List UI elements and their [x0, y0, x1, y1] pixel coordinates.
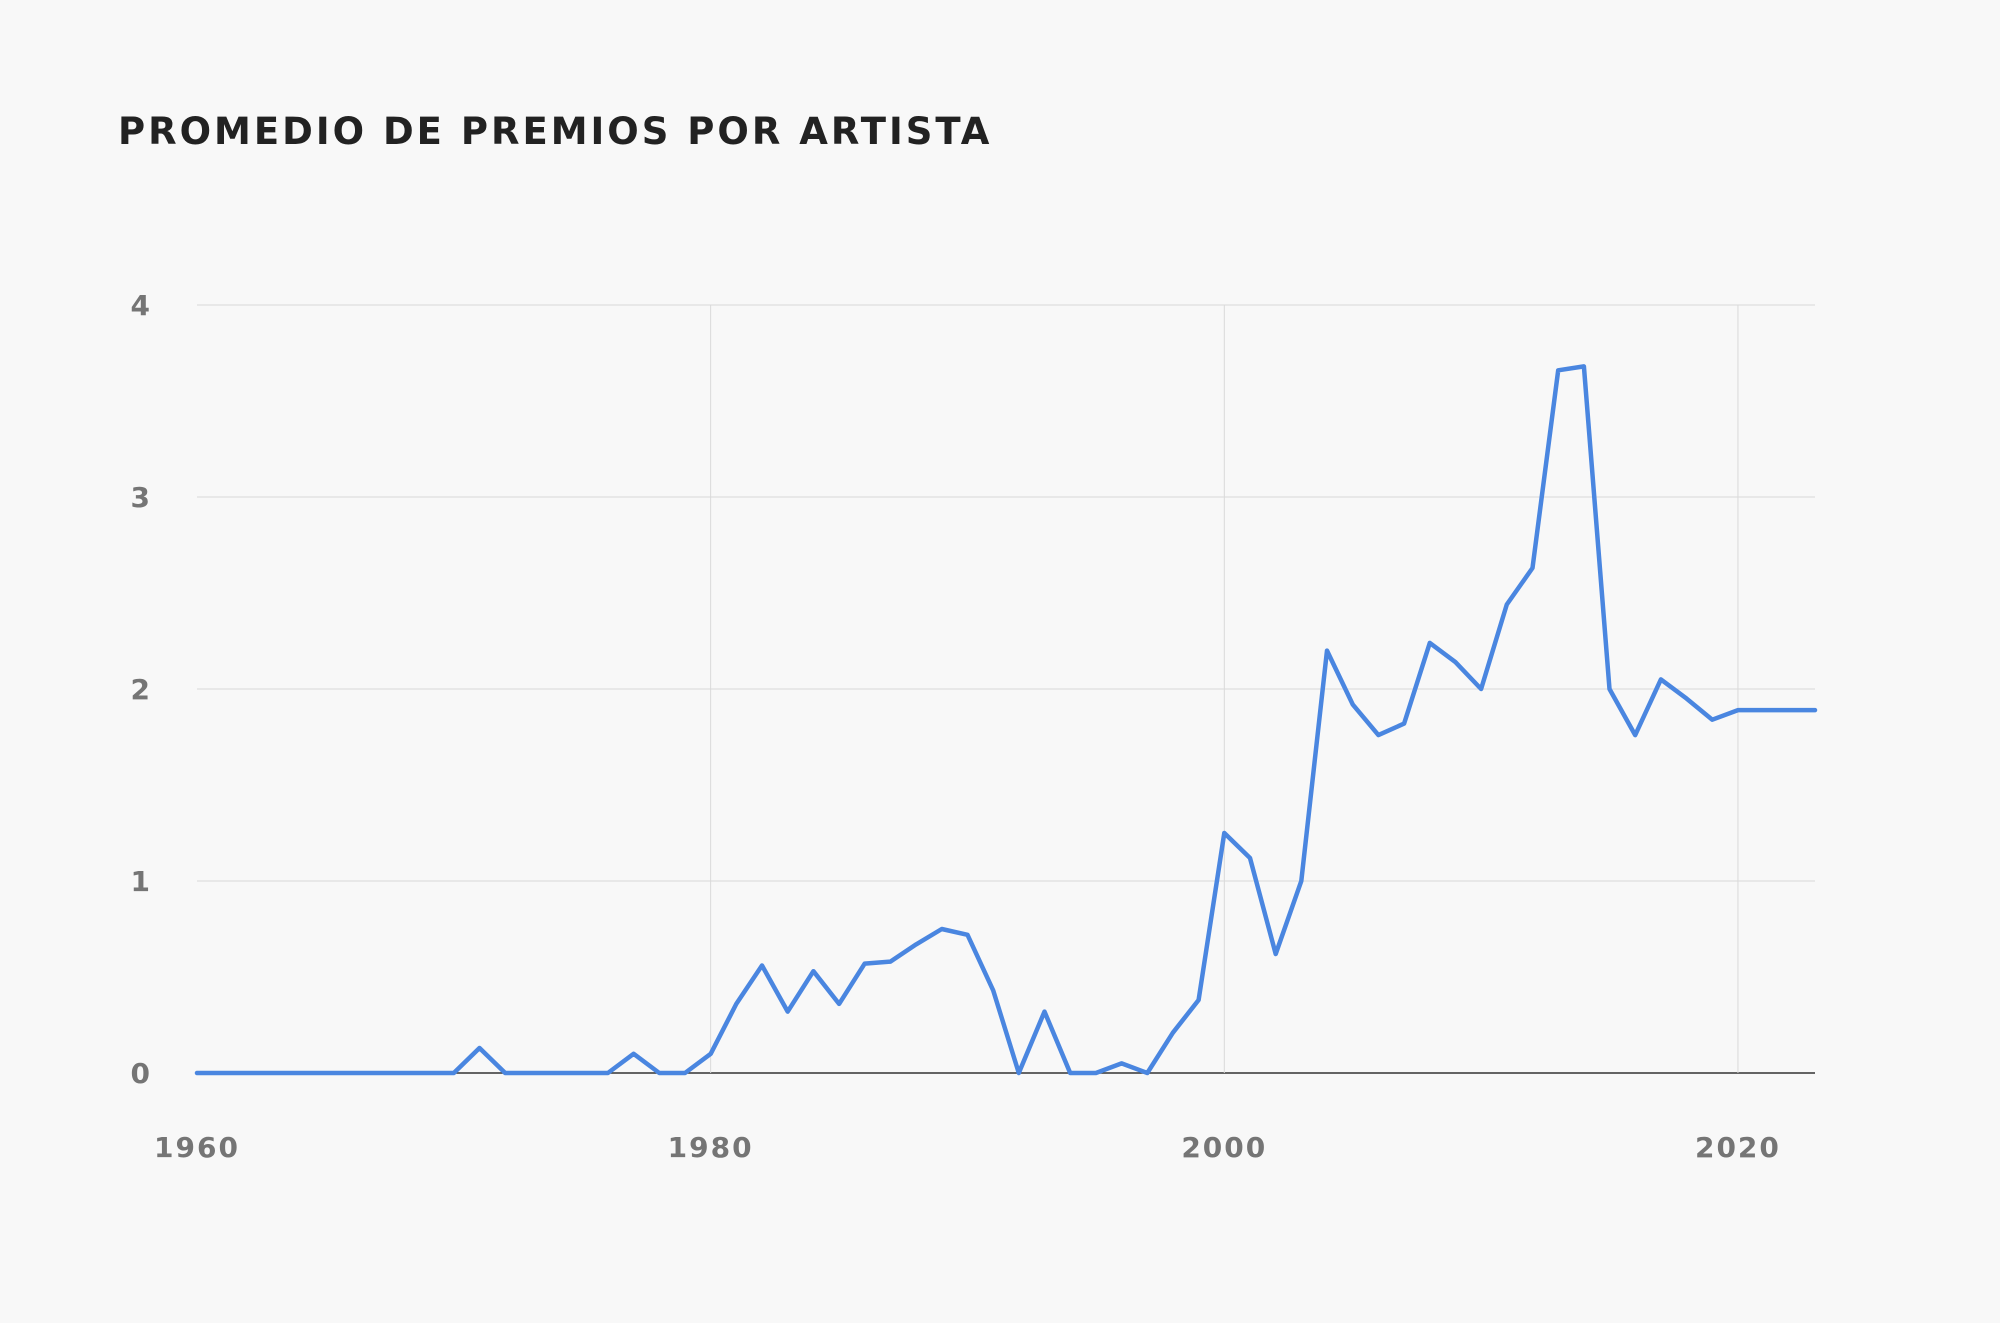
gridlines: [197, 304, 1815, 1074]
y-tick-label: 3: [131, 481, 150, 514]
x-tick-label: 1980: [668, 1131, 754, 1164]
series-group: [194, 364, 1818, 1076]
y-tick-label: 2: [131, 673, 150, 706]
x-tick-label: 2020: [1695, 1131, 1781, 1164]
y-tick-label: 4: [131, 289, 150, 322]
x-tick-label: 2000: [1181, 1131, 1267, 1164]
y-tick-label: 1: [131, 865, 150, 898]
y-tick-label: 0: [131, 1057, 150, 1090]
x-tick-label: 1960: [154, 1131, 240, 1164]
y-axis-ticks: 0 1 2 3 4: [131, 289, 150, 1090]
x-axis-ticks: 1960 1980 2000 2020: [154, 1131, 1781, 1164]
series-line: [194, 364, 1818, 1076]
chart-title: PROMEDIO DE PREMIOS POR ARTISTA: [118, 110, 993, 153]
